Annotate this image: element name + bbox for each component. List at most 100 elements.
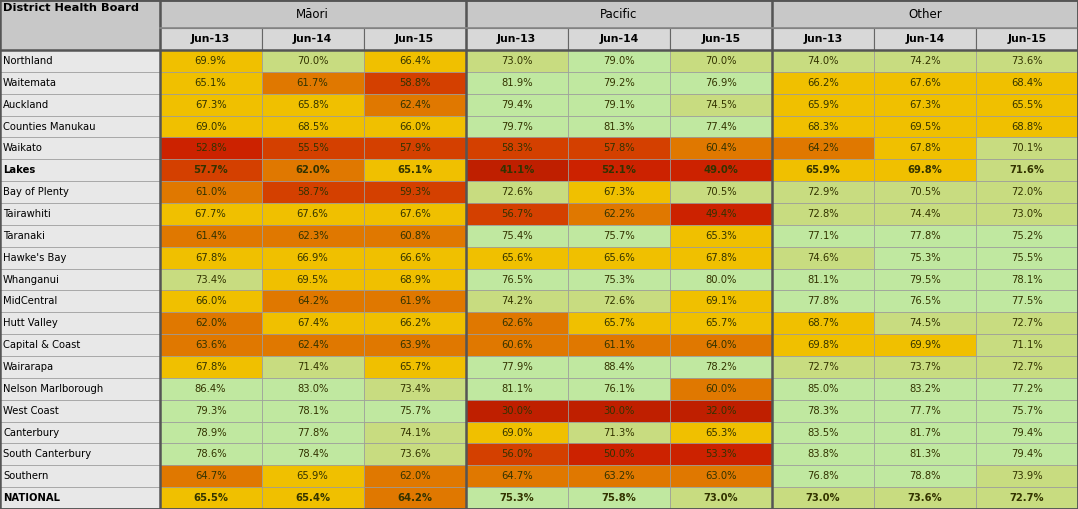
- Text: 64.2%: 64.2%: [296, 296, 329, 306]
- Text: 76.5%: 76.5%: [501, 274, 533, 285]
- Bar: [669, 247, 772, 269]
- Text: 69.9%: 69.9%: [195, 56, 226, 66]
- Text: Waitemata: Waitemata: [3, 78, 57, 88]
- Bar: [466, 400, 568, 421]
- Bar: [160, 269, 262, 291]
- Text: 69.1%: 69.1%: [705, 296, 736, 306]
- Text: 68.9%: 68.9%: [399, 274, 430, 285]
- Bar: [160, 465, 262, 487]
- Bar: [874, 378, 976, 400]
- Bar: [363, 181, 466, 203]
- Text: 62.0%: 62.0%: [195, 318, 226, 328]
- Bar: [976, 247, 1078, 269]
- Text: Pacific: Pacific: [600, 8, 637, 20]
- Bar: [160, 0, 466, 28]
- Bar: [466, 203, 568, 225]
- Bar: [976, 465, 1078, 487]
- Text: 69.0%: 69.0%: [195, 122, 226, 131]
- Bar: [262, 28, 363, 50]
- Bar: [772, 247, 874, 269]
- Text: 65.8%: 65.8%: [296, 100, 329, 109]
- Text: 61.4%: 61.4%: [195, 231, 226, 241]
- Bar: [262, 94, 363, 116]
- Text: 59.3%: 59.3%: [399, 187, 430, 197]
- Bar: [0, 421, 160, 443]
- Bar: [262, 334, 363, 356]
- Text: 67.3%: 67.3%: [195, 100, 226, 109]
- Bar: [160, 247, 262, 269]
- Text: 74.1%: 74.1%: [399, 428, 430, 438]
- Bar: [0, 291, 160, 313]
- Bar: [874, 487, 976, 509]
- Bar: [976, 159, 1078, 181]
- Text: Northland: Northland: [3, 56, 53, 66]
- Text: 49.0%: 49.0%: [703, 165, 738, 175]
- Bar: [568, 247, 669, 269]
- Bar: [772, 465, 874, 487]
- Bar: [976, 225, 1078, 247]
- Bar: [568, 421, 669, 443]
- Bar: [0, 225, 160, 247]
- Text: 70.0%: 70.0%: [296, 56, 329, 66]
- Bar: [0, 313, 160, 334]
- Text: 75.5%: 75.5%: [1011, 252, 1042, 263]
- Bar: [262, 487, 363, 509]
- Text: 72.8%: 72.8%: [807, 209, 839, 219]
- Bar: [772, 313, 874, 334]
- Bar: [772, 72, 874, 94]
- Text: 79.7%: 79.7%: [501, 122, 533, 131]
- Bar: [0, 50, 160, 72]
- Bar: [363, 291, 466, 313]
- Text: Jun-14: Jun-14: [293, 34, 332, 44]
- Text: 72.6%: 72.6%: [603, 296, 635, 306]
- Bar: [466, 378, 568, 400]
- Bar: [363, 203, 466, 225]
- Bar: [262, 291, 363, 313]
- Text: 67.8%: 67.8%: [195, 362, 226, 372]
- Bar: [772, 334, 874, 356]
- Bar: [0, 269, 160, 291]
- Text: 70.0%: 70.0%: [705, 56, 736, 66]
- Text: 65.6%: 65.6%: [603, 252, 635, 263]
- Bar: [874, 116, 976, 137]
- Bar: [0, 443, 160, 465]
- Text: 70.5%: 70.5%: [909, 187, 941, 197]
- Text: 52.1%: 52.1%: [602, 165, 636, 175]
- Text: 79.2%: 79.2%: [603, 78, 635, 88]
- Text: 71.1%: 71.1%: [1011, 340, 1042, 350]
- Text: 76.1%: 76.1%: [603, 384, 635, 394]
- Bar: [262, 247, 363, 269]
- Bar: [262, 400, 363, 421]
- Bar: [669, 487, 772, 509]
- Bar: [568, 137, 669, 159]
- Text: 74.0%: 74.0%: [807, 56, 839, 66]
- Bar: [874, 465, 976, 487]
- Bar: [466, 137, 568, 159]
- Bar: [363, 465, 466, 487]
- Text: 76.5%: 76.5%: [909, 296, 941, 306]
- Bar: [772, 487, 874, 509]
- Text: 78.8%: 78.8%: [909, 471, 941, 481]
- Text: Waikato: Waikato: [3, 144, 43, 153]
- Text: 65.1%: 65.1%: [195, 78, 226, 88]
- Text: 79.4%: 79.4%: [1011, 449, 1042, 459]
- Text: 81.3%: 81.3%: [603, 122, 635, 131]
- Text: Counties Manukau: Counties Manukau: [3, 122, 96, 131]
- Bar: [772, 159, 874, 181]
- Bar: [262, 269, 363, 291]
- Bar: [0, 400, 160, 421]
- Text: 68.4%: 68.4%: [1011, 78, 1042, 88]
- Bar: [874, 203, 976, 225]
- Text: 74.2%: 74.2%: [501, 296, 533, 306]
- Text: 65.7%: 65.7%: [399, 362, 430, 372]
- Text: Southern: Southern: [3, 471, 49, 481]
- Bar: [568, 181, 669, 203]
- Text: 67.8%: 67.8%: [195, 252, 226, 263]
- Bar: [772, 269, 874, 291]
- Text: 72.7%: 72.7%: [1010, 493, 1045, 503]
- Bar: [976, 181, 1078, 203]
- Text: 70.1%: 70.1%: [1011, 144, 1042, 153]
- Text: 65.9%: 65.9%: [296, 471, 329, 481]
- Bar: [466, 313, 568, 334]
- Bar: [466, 356, 568, 378]
